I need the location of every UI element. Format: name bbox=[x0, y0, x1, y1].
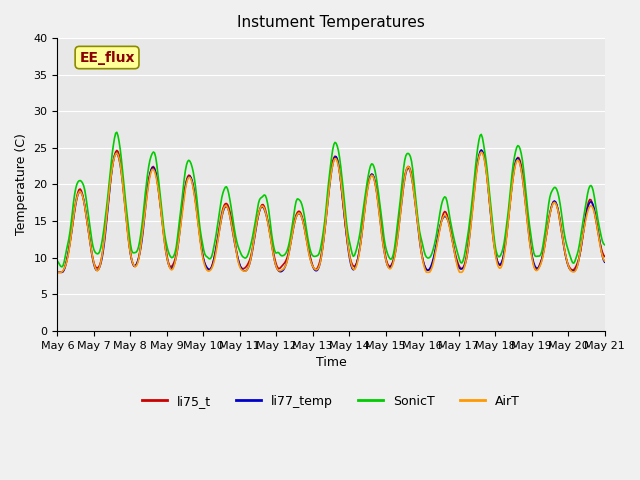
li75_t bbox=[225, 204, 232, 210]
li77_temp bbox=[54, 269, 61, 275]
li75_t bbox=[552, 199, 559, 205]
AirT bbox=[54, 269, 61, 275]
SonicT bbox=[226, 197, 234, 203]
Y-axis label: Temperature (C): Temperature (C) bbox=[15, 133, 28, 235]
SonicT bbox=[601, 242, 609, 248]
li77_temp bbox=[601, 259, 609, 265]
SonicT bbox=[58, 264, 66, 270]
li77_temp bbox=[456, 265, 463, 271]
li75_t bbox=[113, 147, 121, 153]
AirT bbox=[553, 203, 561, 209]
Line: li77_temp: li77_temp bbox=[58, 150, 605, 272]
li75_t bbox=[387, 263, 395, 268]
AirT bbox=[387, 265, 395, 271]
SonicT bbox=[362, 188, 370, 194]
AirT bbox=[361, 208, 369, 214]
SonicT bbox=[287, 234, 294, 240]
li77_temp bbox=[284, 253, 292, 259]
li77_temp bbox=[386, 265, 394, 271]
Line: li75_t: li75_t bbox=[58, 150, 605, 272]
X-axis label: Time: Time bbox=[316, 356, 346, 369]
li77_temp bbox=[552, 199, 559, 204]
Text: EE_flux: EE_flux bbox=[79, 50, 135, 64]
li77_temp bbox=[477, 147, 485, 153]
AirT bbox=[225, 208, 232, 214]
Line: SonicT: SonicT bbox=[58, 132, 605, 267]
SonicT bbox=[388, 255, 396, 261]
SonicT bbox=[553, 186, 561, 192]
AirT bbox=[601, 258, 609, 264]
AirT bbox=[477, 149, 485, 155]
li77_temp bbox=[360, 216, 367, 222]
li75_t bbox=[361, 205, 369, 211]
SonicT bbox=[54, 258, 61, 264]
AirT bbox=[54, 269, 62, 275]
AirT bbox=[285, 248, 293, 254]
li75_t bbox=[54, 269, 61, 275]
SonicT bbox=[113, 130, 121, 135]
li77_temp bbox=[224, 205, 232, 211]
Legend: li75_t, li77_temp, SonicT, AirT: li75_t, li77_temp, SonicT, AirT bbox=[137, 390, 525, 413]
li75_t bbox=[457, 265, 465, 271]
li75_t bbox=[601, 253, 609, 259]
li75_t bbox=[285, 246, 293, 252]
Title: Instument Temperatures: Instument Temperatures bbox=[237, 15, 425, 30]
SonicT bbox=[458, 260, 466, 266]
AirT bbox=[457, 269, 465, 275]
Line: AirT: AirT bbox=[58, 152, 605, 272]
